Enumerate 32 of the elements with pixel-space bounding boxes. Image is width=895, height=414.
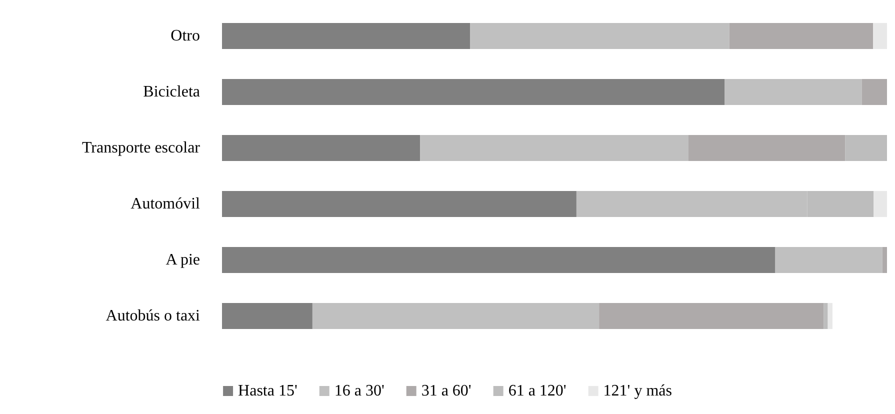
bar <box>862 79 887 105</box>
bar <box>222 135 420 161</box>
y-tick-label: Automóvil <box>130 196 201 212</box>
bar <box>470 23 730 49</box>
bar <box>599 303 824 329</box>
legend-label: 16 a 30' <box>334 382 384 400</box>
bar <box>420 135 688 161</box>
legend-label: 61 a 120' <box>508 382 566 400</box>
bar <box>882 247 887 273</box>
bar <box>729 23 874 49</box>
bar <box>828 303 832 329</box>
legend-label: 31 a 60' <box>421 382 472 400</box>
bar <box>688 135 846 161</box>
y-tick-label: Bicicleta <box>143 84 200 100</box>
y-tick-label: Transporte escolar <box>82 140 201 156</box>
legend-label: Hasta 15' <box>238 382 298 400</box>
bar <box>724 79 862 105</box>
bar <box>873 23 887 49</box>
bar <box>222 247 776 273</box>
bar <box>824 303 828 329</box>
y-tick-label: Autobús o taxi <box>106 308 201 324</box>
bar <box>312 303 600 329</box>
bar <box>222 23 470 49</box>
bar <box>845 135 887 161</box>
bar <box>874 191 887 217</box>
bar <box>222 79 725 105</box>
bar <box>775 247 882 273</box>
legend-label: 121' y más <box>603 382 672 400</box>
bar <box>222 303 312 329</box>
y-tick-label: Otro <box>170 28 200 44</box>
bar <box>222 191 576 217</box>
y-tick-label: A pie <box>166 252 200 268</box>
